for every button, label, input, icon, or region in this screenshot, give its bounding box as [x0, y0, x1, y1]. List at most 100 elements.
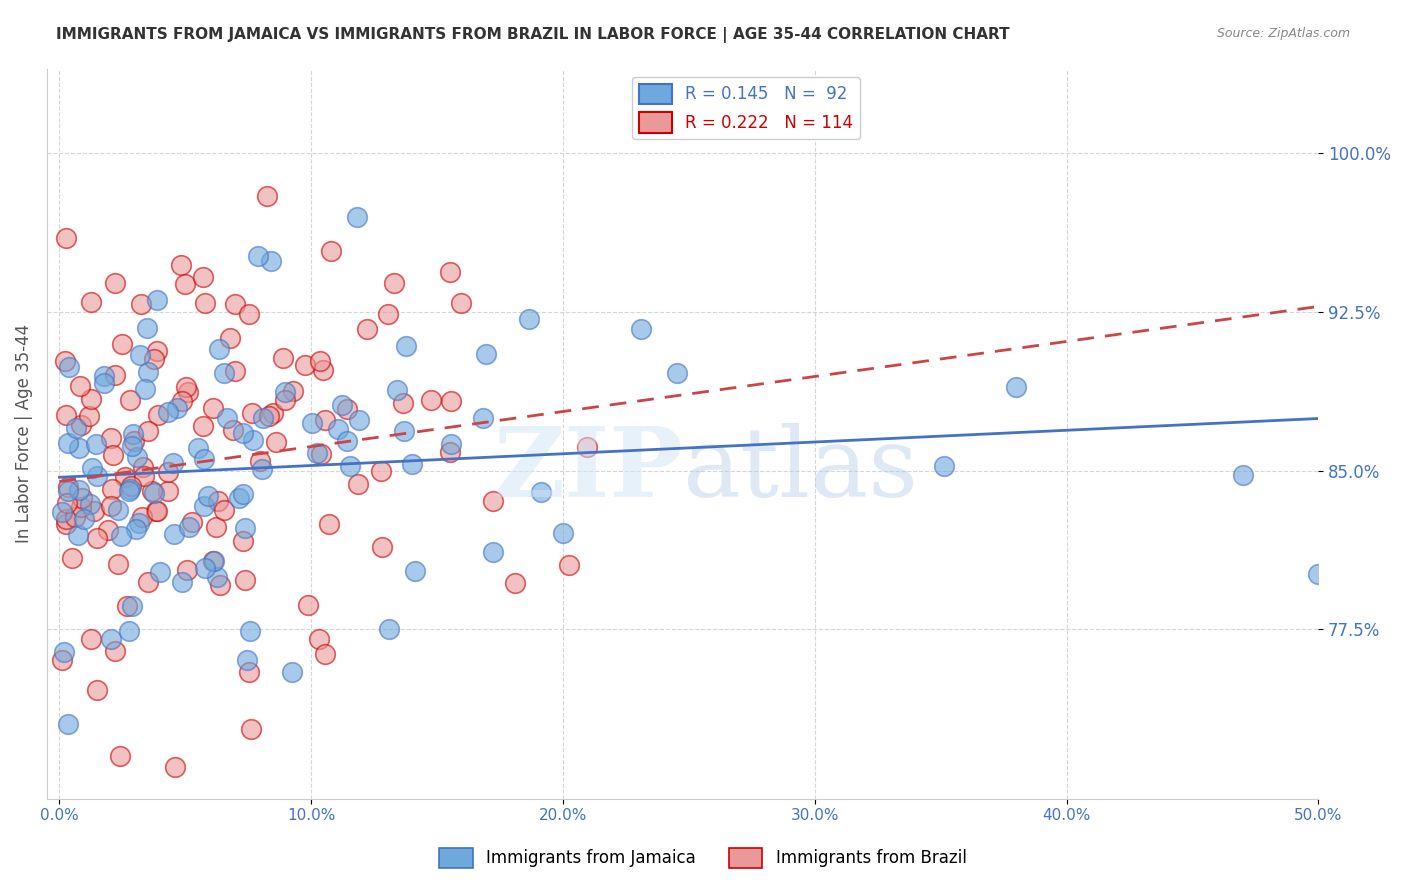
Immigrants from Brazil	[170, 393, 193, 408]
Immigrants from Jamaica	[129, 348, 152, 362]
Immigrants from Brazil	[370, 464, 392, 478]
Text: IMMIGRANTS FROM JAMAICA VS IMMIGRANTS FROM BRAZIL IN LABOR FORCE | AGE 35-44 COR: IMMIGRANTS FROM JAMAICA VS IMMIGRANTS FR…	[56, 27, 1010, 43]
Immigrants from Brazil	[202, 401, 225, 416]
Immigrants from Brazil	[157, 484, 180, 499]
Immigrants from Jamaica	[472, 411, 495, 425]
Text: Source: ZipAtlas.com: Source: ZipAtlas.com	[1216, 27, 1350, 40]
Immigrants from Jamaica	[482, 545, 505, 559]
Immigrants from Brazil	[194, 295, 217, 310]
Immigrants from Brazil	[131, 510, 153, 524]
Immigrants from Jamaica	[51, 505, 73, 519]
Immigrants from Jamaica	[332, 398, 354, 412]
Immigrants from Brazil	[56, 496, 79, 510]
Immigrants from Brazil	[132, 468, 155, 483]
Immigrants from Brazil	[120, 478, 142, 492]
Immigrants from Brazil	[240, 723, 263, 737]
Immigrants from Brazil	[103, 277, 125, 291]
Immigrants from Brazil	[177, 385, 200, 400]
Immigrants from Brazil	[72, 491, 94, 505]
Immigrants from Brazil	[439, 445, 461, 459]
Immigrants from Jamaica	[242, 433, 264, 447]
Immigrants from Brazil	[174, 277, 197, 291]
Immigrants from Brazil	[482, 494, 505, 508]
Immigrants from Brazil	[238, 665, 260, 679]
Immigrants from Jamaica	[246, 249, 269, 263]
Immigrants from Jamaica	[142, 486, 165, 500]
Immigrants from Jamaica	[120, 482, 142, 496]
Immigrants from Brazil	[80, 392, 103, 407]
Immigrants from Brazil	[201, 554, 224, 568]
Text: atlas: atlas	[682, 423, 918, 517]
Immigrants from Brazil	[249, 453, 271, 467]
Immigrants from Jamaica	[135, 321, 157, 335]
Immigrants from Brazil	[103, 448, 125, 462]
Immigrants from Jamaica	[86, 468, 108, 483]
Immigrants from Jamaica	[217, 411, 239, 425]
Immigrants from Brazil	[69, 379, 91, 393]
Immigrants from Brazil	[575, 441, 598, 455]
Immigrants from Brazil	[170, 258, 193, 272]
Immigrants from Jamaica	[107, 503, 129, 517]
Immigrants from Brazil	[297, 598, 319, 612]
Immigrants from Jamaica	[205, 569, 228, 583]
Immigrants from Jamaica	[121, 439, 143, 453]
Immigrants from Brazil	[114, 470, 136, 484]
Immigrants from Brazil	[346, 477, 368, 491]
Immigrants from Jamaica	[122, 427, 145, 442]
Immigrants from Jamaica	[212, 366, 235, 380]
Immigrants from Brazil	[63, 509, 86, 524]
Immigrants from Brazil	[143, 351, 166, 366]
Immigrants from Jamaica	[172, 575, 194, 590]
Immigrants from Jamaica	[551, 525, 574, 540]
Immigrants from Jamaica	[82, 461, 104, 475]
Immigrants from Jamaica	[84, 436, 107, 450]
Immigrants from Jamaica	[179, 520, 201, 534]
Immigrants from Brazil	[294, 358, 316, 372]
Immigrants from Jamaica	[281, 665, 304, 679]
Immigrants from Brazil	[382, 276, 405, 290]
Immigrants from Jamaica	[260, 253, 283, 268]
Immigrants from Jamaica	[385, 383, 408, 397]
Immigrants from Jamaica	[228, 491, 250, 506]
Immigrants from Brazil	[122, 434, 145, 449]
Immigrants from Jamaica	[1308, 566, 1330, 581]
Immigrants from Brazil	[257, 409, 280, 424]
Immigrants from Jamaica	[79, 497, 101, 511]
Immigrants from Brazil	[115, 599, 138, 613]
Immigrants from Brazil	[439, 265, 461, 279]
Immigrants from Jamaica	[378, 623, 401, 637]
Immigrants from Brazil	[136, 574, 159, 589]
Immigrants from Brazil	[86, 682, 108, 697]
Immigrants from Brazil	[558, 558, 581, 572]
Immigrants from Brazil	[56, 480, 79, 494]
Immigrants from Brazil	[356, 322, 378, 336]
Immigrants from Jamaica	[346, 210, 368, 224]
Immigrants from Brazil	[97, 524, 120, 538]
Immigrants from Jamaica	[58, 716, 80, 731]
Immigrants from Brazil	[191, 418, 214, 433]
Immigrants from Jamaica	[1005, 380, 1028, 394]
Immigrants from Brazil	[222, 423, 245, 437]
Immigrants from Jamaica	[93, 376, 115, 391]
Immigrants from Brazil	[314, 648, 336, 662]
Immigrants from Jamaica	[121, 599, 143, 614]
Immigrants from Jamaica	[187, 442, 209, 456]
Immigrants from Brazil	[392, 396, 415, 410]
Immigrants from Brazil	[224, 364, 246, 378]
Immigrants from Brazil	[309, 447, 332, 461]
Immigrants from Brazil	[321, 244, 343, 258]
Immigrants from Brazil	[156, 465, 179, 479]
Immigrants from Jamaica	[666, 366, 689, 380]
Immigrants from Jamaica	[93, 369, 115, 384]
Immigrants from Brazil	[191, 270, 214, 285]
Immigrants from Brazil	[101, 482, 124, 496]
Immigrants from Brazil	[238, 307, 260, 321]
Immigrants from Brazil	[204, 520, 226, 534]
Immigrants from Jamaica	[67, 483, 90, 497]
Immigrants from Jamaica	[128, 516, 150, 530]
Immigrants from Jamaica	[118, 624, 141, 638]
Immigrants from Jamaica	[166, 401, 188, 415]
Immigrants from Brazil	[377, 307, 399, 321]
Immigrants from Jamaica	[232, 486, 254, 500]
Immigrants from Brazil	[371, 540, 394, 554]
